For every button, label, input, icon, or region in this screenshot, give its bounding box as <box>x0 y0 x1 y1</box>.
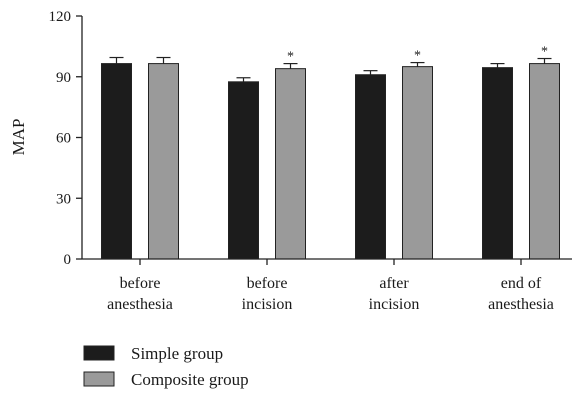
legend-swatch <box>83 371 115 387</box>
bar <box>101 63 132 260</box>
legend-label: Simple group <box>131 344 223 363</box>
x-tick-label: anesthesia <box>107 296 173 313</box>
x-tick-label: after <box>379 275 409 292</box>
x-tick-label: end of <box>501 275 542 292</box>
bar <box>228 81 259 260</box>
bar <box>482 67 513 260</box>
legend: Simple group Composite group <box>83 344 249 389</box>
bar <box>529 63 560 260</box>
bar <box>275 68 306 260</box>
y-tick-label: 30 <box>56 191 71 207</box>
y-tick-label: 120 <box>49 9 72 25</box>
x-tick-label: incision <box>242 296 293 313</box>
bars-group: * * * <box>101 45 560 260</box>
x-tick-label: incision <box>369 296 420 313</box>
significance-marker: * <box>541 45 548 60</box>
y-tick-label: 90 <box>56 70 71 86</box>
y-axis-title: MAP <box>9 119 28 156</box>
y-tick-label: 60 <box>56 131 71 147</box>
bar <box>148 63 179 260</box>
legend-label: Composite group <box>131 370 249 389</box>
x-tick-label: before <box>120 275 161 292</box>
y-axis: 0 30 60 90 120 <box>49 9 83 268</box>
y-tick-label: 0 <box>64 252 72 268</box>
significance-marker: * <box>287 50 294 65</box>
x-tick-label: anesthesia <box>488 296 554 313</box>
significance-marker: * <box>414 49 421 64</box>
legend-swatch <box>83 345 115 361</box>
x-tick-label: before <box>247 275 288 292</box>
bar <box>355 74 386 260</box>
bar <box>402 66 433 260</box>
x-axis: before anesthesia before incision after incis… <box>82 258 572 313</box>
